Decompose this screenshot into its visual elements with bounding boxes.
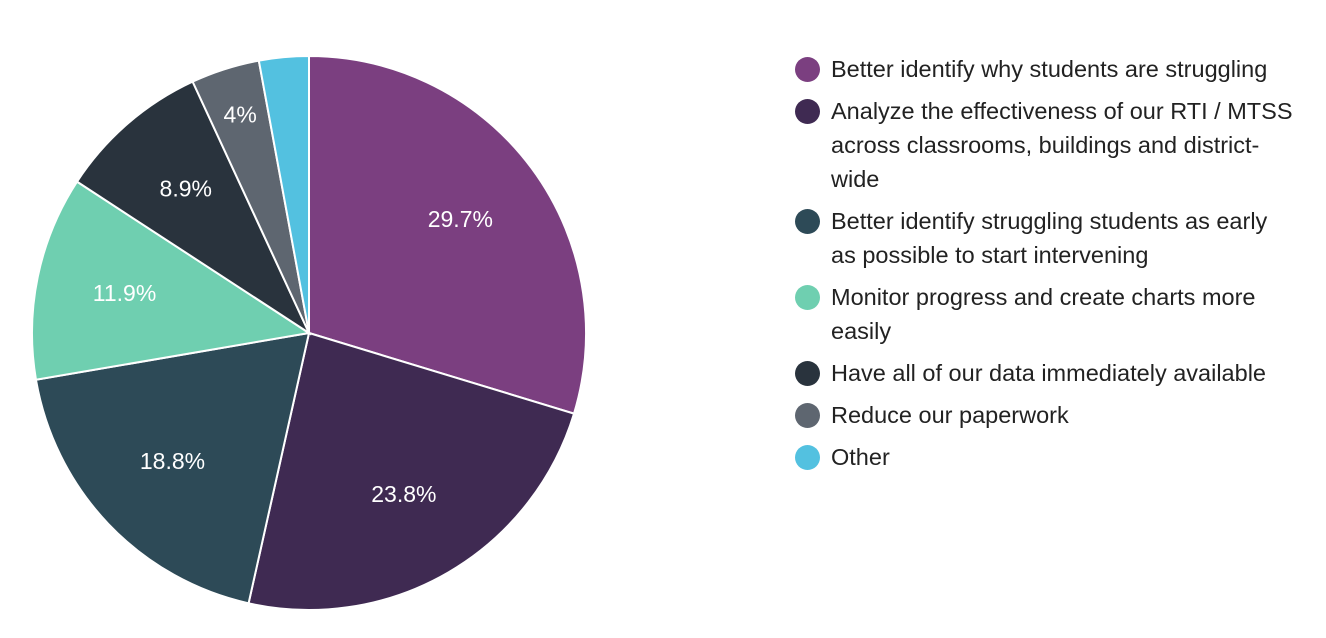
legend-item: Monitor progress and create charts more … [795, 280, 1295, 348]
pie-slice [34, 331, 311, 605]
slice-label: 18.8% [140, 448, 205, 474]
pie-slice [257, 54, 310, 334]
legend-swatch [795, 285, 820, 310]
legend-swatch [795, 403, 820, 428]
legend-swatch [795, 361, 820, 386]
legend-swatch [795, 99, 820, 124]
legend-label: Have all of our data immediately availab… [831, 360, 1266, 386]
pie-slice [75, 80, 312, 336]
slice-label: 8.9% [160, 176, 212, 202]
slice-label: 23.8% [371, 481, 436, 507]
pie-chart: 29.7% 23.8% 18.8% 11.9% 8.9% 4% [31, 54, 587, 611]
legend-item: Better identify struggling students as e… [795, 204, 1295, 272]
legend-item: Analyze the effectiveness of our RTI / M… [795, 94, 1295, 196]
legend-swatch [795, 57, 820, 82]
legend-label: Better identify why students are struggl… [831, 56, 1268, 82]
legend-label: Analyze the effectiveness of our RTI / M… [831, 98, 1293, 192]
legend-label: Reduce our paperwork [831, 402, 1069, 428]
legend-item: Reduce our paperwork [795, 398, 1295, 432]
legend-label: Other [831, 444, 890, 470]
legend-label: Monitor progress and create charts more … [831, 284, 1256, 344]
legend-swatch [795, 209, 820, 234]
slice-label: 4% [224, 102, 257, 128]
pie-slice [247, 331, 576, 611]
legend-item: Other [795, 440, 1295, 474]
legend: Better identify why students are struggl… [795, 52, 1295, 474]
slice-label: 11.9% [93, 280, 157, 306]
slice-label: 29.7% [428, 206, 493, 232]
pie-slice [308, 54, 587, 415]
legend-item: Better identify why students are struggl… [795, 52, 1295, 86]
pie-slice [31, 180, 312, 381]
legend-swatch [795, 445, 820, 470]
legend-item: Have all of our data immediately availab… [795, 356, 1295, 390]
legend-label: Better identify struggling students as e… [831, 208, 1268, 268]
